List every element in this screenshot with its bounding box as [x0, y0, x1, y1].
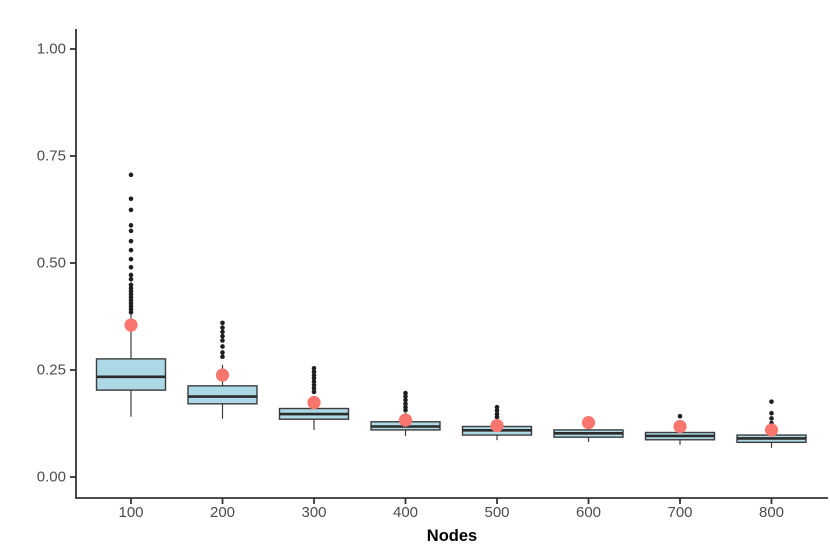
outlier-dot: [220, 344, 225, 349]
outlier-dot: [403, 390, 408, 396]
outlier-dot: [311, 375, 317, 381]
outlier-dot: [128, 309, 134, 315]
y-tick-label: 0.75: [37, 148, 66, 165]
x-tick-label: 300: [301, 504, 326, 521]
mean-dot: [215, 368, 230, 382]
outlier-dot: [128, 238, 134, 244]
outlier-dot: [311, 386, 317, 391]
box-group-600: [553, 416, 624, 442]
outlier-dot: [128, 272, 134, 278]
outlier-dot: [403, 401, 408, 407]
x-tick-label: 500: [484, 504, 509, 521]
outlier-dot: [311, 369, 317, 375]
outlier-dot: [220, 329, 225, 335]
mean-dot: [673, 419, 687, 434]
outlier-dot: [220, 320, 225, 326]
outlier-dot: [311, 382, 317, 388]
outlier-dot: [769, 410, 774, 416]
outlier-dot: [311, 379, 317, 384]
y-tick-label: 0.25: [37, 362, 66, 379]
outlier-dot: [311, 389, 317, 395]
x-tick-label: 800: [759, 504, 784, 521]
box-group-400: [370, 390, 441, 436]
x-tick-label: 200: [210, 504, 235, 521]
outlier-dot: [494, 404, 500, 410]
outlier-dot: [769, 416, 774, 421]
mean-dot: [764, 423, 779, 437]
outlier-dot: [403, 407, 408, 413]
outlier-dot: [220, 350, 225, 355]
x-axis-title: Nodes: [427, 527, 477, 545]
x-tick-label: 400: [393, 504, 418, 521]
outlier-dot: [403, 397, 408, 403]
outlier-dot: [403, 394, 408, 399]
outlier-dot: [494, 414, 500, 420]
mean-dot: [398, 413, 413, 427]
box-rect: [95, 358, 167, 391]
outlier-dot: [128, 172, 134, 178]
outlier-dot: [128, 196, 134, 202]
x-tick-label: 700: [667, 504, 692, 521]
outlier-dot: [128, 264, 134, 270]
outlier-dot: [677, 413, 683, 419]
outlier-dot: [128, 276, 134, 282]
outlier-dot: [220, 333, 225, 339]
outlier-dot: [128, 247, 134, 253]
outlier-dot: [128, 207, 134, 213]
x-tick-label: 600: [576, 504, 601, 521]
box-group-500: [461, 404, 533, 441]
y-tick-label: 0.50: [37, 255, 66, 272]
outlier-dot: [128, 228, 134, 234]
outlier-dot: [220, 354, 225, 360]
outlier-dot: [494, 408, 500, 413]
box-group-700: [644, 413, 716, 445]
outlier-dot: [128, 282, 134, 288]
box-group-300: [278, 365, 350, 430]
outlier-dot: [311, 365, 317, 371]
mean-dot: [307, 395, 321, 410]
outlier-dot: [220, 338, 225, 343]
outlier-dot: [128, 256, 134, 262]
mean-dot: [124, 318, 138, 332]
box-rect: [187, 385, 258, 405]
box-group-200: [187, 320, 258, 419]
y-tick-label: 0.00: [37, 469, 66, 486]
box-group-800: [736, 399, 807, 448]
mean-dot: [490, 419, 504, 433]
outlier-dot: [220, 325, 225, 330]
outlier-dot: [769, 399, 774, 404]
x-tick-label: 100: [118, 504, 143, 521]
y-tick-label: 1.00: [37, 41, 66, 58]
box-group-100: [95, 172, 167, 417]
outlier-dot: [128, 223, 134, 228]
mean-dot: [581, 416, 596, 430]
